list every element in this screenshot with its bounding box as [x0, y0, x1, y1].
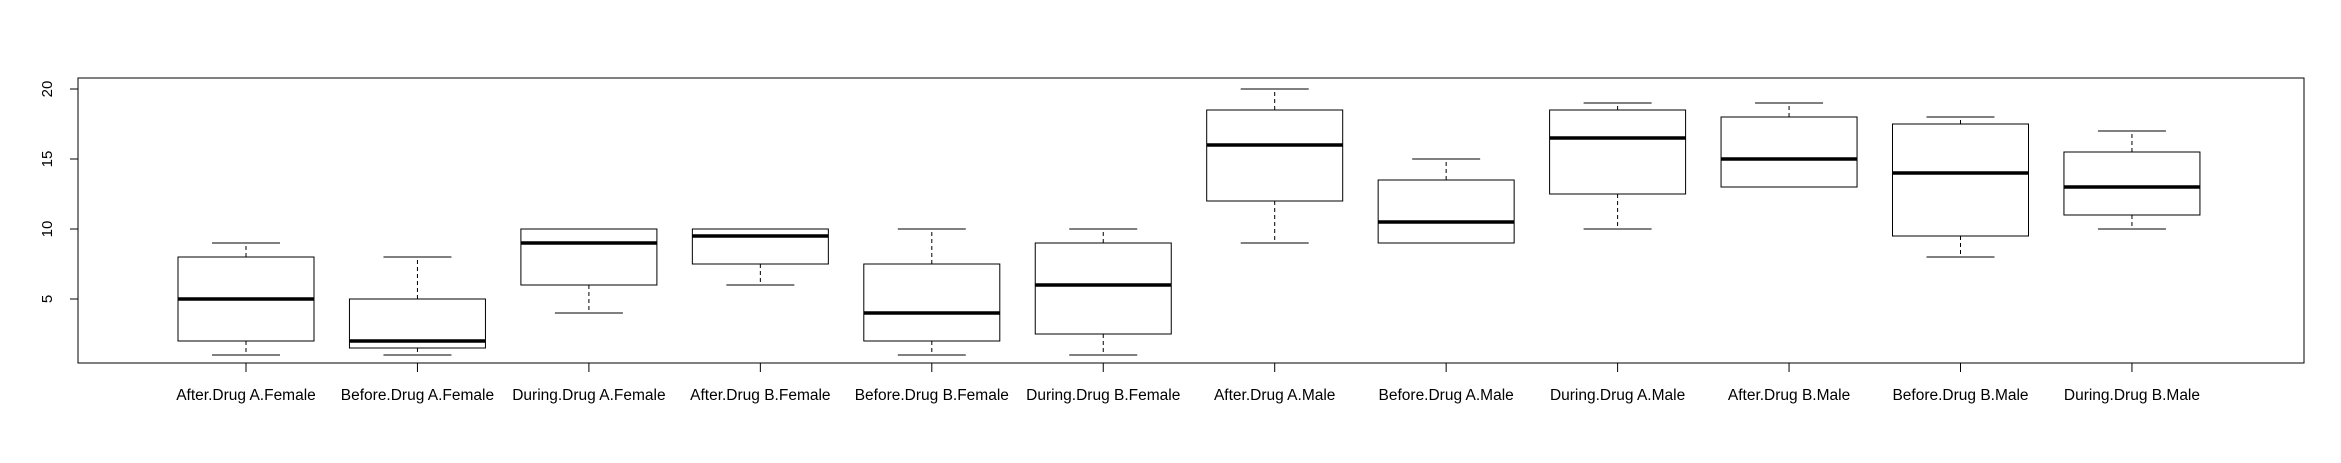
box-3: [520, 228, 658, 314]
iqr-box: [863, 263, 1001, 342]
box-10: [1720, 102, 1858, 188]
y-tick-label: 5: [39, 295, 56, 303]
box-1: [177, 242, 315, 356]
box-12: [2063, 130, 2201, 230]
box-5: [863, 228, 1001, 356]
y-tick-label: 10: [39, 221, 56, 238]
y-tick-label: 15: [39, 151, 56, 168]
x-tick-label: Before.Drug A.Male: [1379, 387, 1514, 404]
y-axis: 5 10 15 20: [39, 81, 79, 303]
box-9: [1549, 102, 1687, 230]
x-tick-label: During.Drug A.Female: [512, 387, 665, 404]
iqr-box: [1034, 242, 1172, 335]
x-tick-label: Before.Drug A.Female: [341, 387, 494, 404]
x-tick-label: During.Drug A.Male: [1550, 387, 1685, 404]
x-tick-label: Before.Drug B.Female: [855, 387, 1009, 404]
x-tick-label: During.Drug B.Female: [1026, 387, 1180, 404]
iqr-box: [2063, 151, 2201, 216]
box-6: [1034, 228, 1172, 356]
iqr-box: [1549, 109, 1687, 195]
box-2: [348, 256, 486, 356]
x-tick-label: After.Drug B.Male: [1728, 387, 1850, 404]
box-11: [1892, 116, 2029, 258]
x-axis: After.Drug A.Female Before.Drug A.Female D…: [176, 362, 2200, 404]
x-tick-label: Before.Drug B.Male: [1892, 387, 2028, 404]
x-tick-label: During.Drug B.Male: [2064, 387, 2200, 404]
y-tick-label: 20: [39, 81, 56, 98]
iqr-box: [520, 228, 658, 286]
box-7: [1206, 88, 1344, 244]
iqr-box: [1206, 109, 1344, 202]
box-8: [1377, 158, 1515, 244]
x-tick-label: After.Drug A.Male: [1214, 387, 1335, 404]
iqr-box: [1892, 123, 2029, 237]
iqr-box: [1720, 116, 1858, 188]
boxes-group: [177, 88, 2201, 356]
box-4: [691, 228, 829, 286]
x-tick-label: After.Drug A.Female: [176, 387, 316, 404]
iqr-box: [1377, 179, 1515, 244]
x-tick-label: After.Drug B.Female: [690, 387, 830, 404]
